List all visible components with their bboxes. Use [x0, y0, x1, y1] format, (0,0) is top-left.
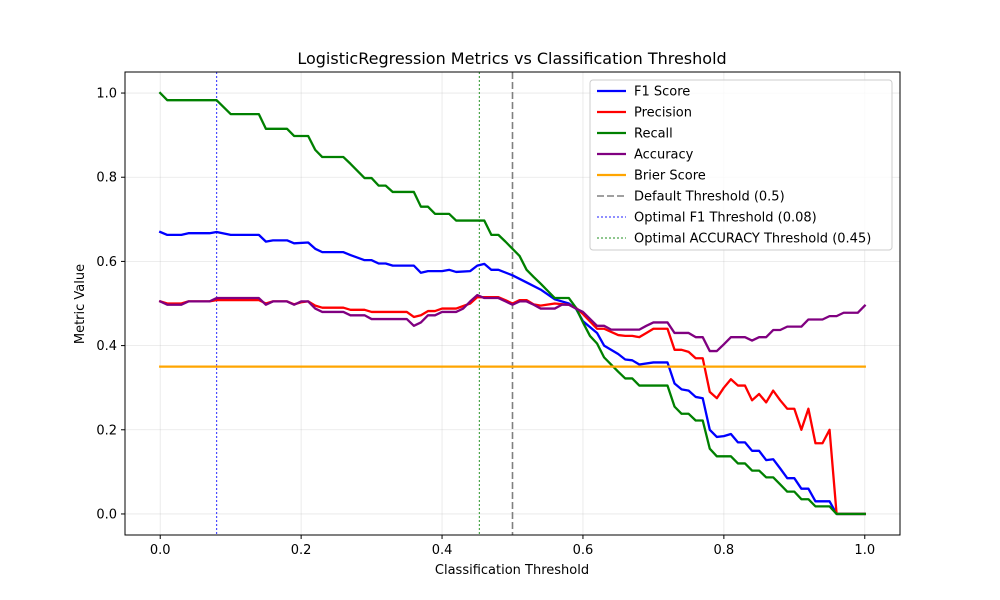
x-tick-label: 0.6	[573, 543, 594, 558]
legend-label: Optimal ACCURACY Threshold (0.45)	[634, 232, 871, 247]
x-tick-label: 0.0	[150, 543, 171, 558]
y-tick-label: 1.0	[96, 87, 117, 102]
x-tick-label: 0.2	[291, 543, 312, 558]
legend-label: Brier Score	[634, 169, 706, 184]
y-tick-label: 0.4	[96, 339, 117, 354]
series-line	[158, 230, 866, 516]
legend: F1 Score Precision Recall Accuracy Brier Sco…	[589, 79, 893, 251]
y-tick-label: 0.0	[96, 507, 117, 522]
x-tick-label: 0.8	[714, 543, 735, 558]
legend-box	[589, 79, 893, 251]
legend-label: Accuracy	[634, 148, 694, 163]
legend-label: Optimal F1 Threshold (0.08)	[634, 211, 817, 226]
series-line	[158, 293, 867, 353]
series-line	[158, 91, 866, 516]
axis-ticks: 0.0 0.2 0.4 0.6 0.8 1.0 0.0 0.2 0.4 0.6 0.8 1.0	[96, 87, 875, 558]
plot-frame	[124, 71, 901, 536]
legend-label: F1 Score	[634, 85, 690, 100]
y-tick-label: 0.8	[96, 171, 117, 186]
legend-label: Default Threshold (0.5)	[634, 190, 785, 205]
x-axis-label: Classification Threshold	[435, 563, 589, 578]
y-tick-label: 0.6	[96, 255, 117, 270]
chart-title: LogisticRegression Metrics vs Classifica…	[297, 49, 726, 68]
y-axis-label: Metric Value	[73, 264, 88, 344]
y-tick-label: 0.2	[96, 423, 117, 438]
data-series	[158, 91, 867, 516]
x-tick-label: 1.0	[854, 543, 875, 558]
x-tick-label: 0.4	[432, 543, 453, 558]
legend-label: Recall	[634, 127, 673, 142]
legend-label: Precision	[634, 106, 692, 121]
